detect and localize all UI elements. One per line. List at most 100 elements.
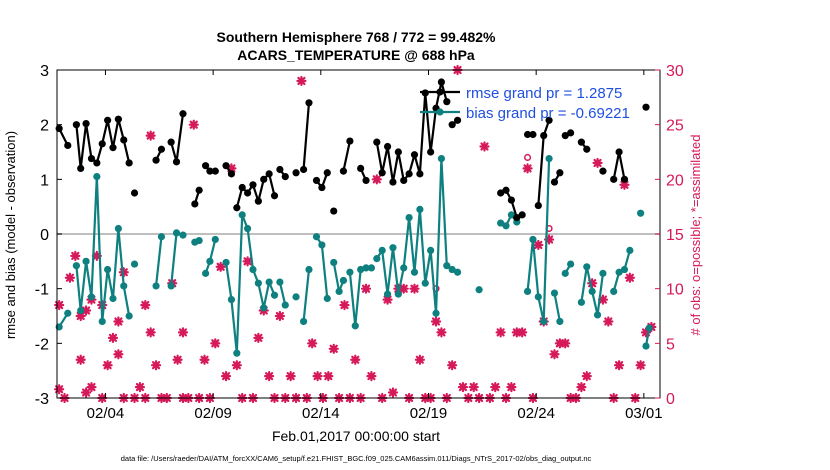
rmse-marker: [157, 145, 166, 153]
rmse-marker: [167, 138, 175, 146]
obs-assimilated-marker: [554, 338, 565, 349]
rmse-line: [612, 150, 626, 180]
bias-marker: [593, 311, 602, 319]
rmse-marker: [222, 162, 230, 170]
bias-marker: [305, 265, 313, 274]
obs-assimilated-marker: [398, 283, 409, 294]
bias-marker: [373, 255, 381, 263]
obs-assimilated-marker: [91, 250, 102, 261]
bias-marker: [615, 268, 623, 276]
bias-marker: [227, 296, 236, 304]
bias-marker: [642, 342, 650, 350]
obs-assimilated-marker: [172, 354, 183, 365]
right-tick-label: 0: [666, 391, 675, 408]
obs-assimilated-marker: [226, 163, 237, 174]
rmse-marker: [77, 164, 85, 172]
bias-marker: [394, 290, 402, 298]
bias-marker: [416, 205, 424, 213]
bias-marker: [312, 233, 321, 241]
obs-assimilated-marker: [140, 299, 151, 311]
rmse-marker: [389, 178, 397, 186]
obs-assimilated-marker: [382, 294, 393, 305]
x-tick-label: 02/14: [302, 405, 340, 422]
x-axis-label: Feb.01,2017 00:00:00 start: [272, 428, 440, 444]
bias-marker: [432, 309, 440, 317]
rmse-marker: [323, 169, 331, 177]
obs-assimilated-marker: [107, 332, 119, 343]
rmse-marker: [610, 175, 618, 183]
left-tick-label: 1: [40, 172, 49, 189]
bias-marker: [577, 298, 585, 306]
bias-marker: [507, 211, 516, 219]
bias-marker: [523, 287, 532, 295]
bias-marker: [534, 293, 542, 301]
bias-marker: [567, 260, 575, 268]
bias-line: [332, 262, 345, 293]
rmse-marker: [238, 183, 246, 192]
rmse-marker: [191, 200, 199, 208]
bias-marker: [367, 264, 376, 272]
bias-marker: [195, 236, 203, 245]
obs-assimilated-marker: [511, 327, 522, 338]
bias-marker: [98, 317, 106, 326]
rmse-marker: [550, 178, 559, 186]
bias-marker: [125, 312, 133, 320]
bias-marker: [351, 322, 359, 330]
obs-assimilated-marker: [479, 141, 490, 152]
bias-marker: [561, 269, 569, 277]
obs-assimilated-marker: [134, 381, 146, 393]
rmse-marker: [265, 170, 273, 178]
bias-marker: [201, 269, 210, 277]
rmse-marker: [556, 169, 564, 177]
bias-marker: [620, 265, 629, 274]
rmse-marker: [305, 99, 313, 107]
rmse-marker: [109, 144, 117, 152]
rmse-marker: [373, 138, 381, 146]
rmse-marker: [427, 148, 435, 156]
rmse-marker: [179, 110, 187, 118]
bias-marker: [243, 224, 252, 233]
rmse-marker: [260, 175, 268, 183]
rmse-marker: [518, 211, 526, 219]
bias-marker: [167, 282, 175, 290]
rmse-marker: [497, 189, 505, 197]
bias-marker: [421, 279, 429, 287]
obs-assimilated-marker: [323, 371, 334, 382]
rmse-marker: [243, 189, 252, 197]
bias-marker: [626, 246, 634, 254]
bias-marker: [249, 265, 257, 274]
bias-marker: [152, 282, 160, 290]
bias-marker: [238, 211, 246, 219]
legend-rmse-marker: [436, 88, 444, 96]
bias-marker: [437, 154, 446, 163]
rmse-marker: [227, 170, 236, 178]
obs-assimilated-marker: [576, 381, 587, 393]
left-tick-label: -2: [35, 336, 49, 353]
right-tick-label: 30: [666, 63, 684, 80]
obs-assimilated-marker: [113, 316, 124, 327]
bias-marker: [330, 258, 338, 267]
right-tick-label: 5: [666, 336, 675, 353]
rmse-marker: [318, 183, 326, 192]
obs-assimilated-marker: [350, 354, 361, 365]
bias-line: [553, 292, 561, 322]
obs-assimilated-marker: [210, 338, 221, 349]
obs-assimilated-marker: [430, 316, 442, 327]
bias-marker: [172, 229, 181, 237]
obs-assimilated-marker: [560, 338, 571, 349]
bias-marker: [292, 293, 300, 301]
x-tick-label: 02/04: [87, 405, 125, 422]
bias-marker: [64, 309, 72, 317]
obs-assimilated-marker: [242, 256, 253, 267]
bias-marker: [222, 258, 230, 267]
rmse-marker: [561, 132, 569, 140]
obs-assimilated-marker: [177, 327, 189, 338]
rmse-marker: [400, 176, 408, 185]
bias-marker: [82, 257, 90, 265]
bias-marker: [254, 279, 262, 287]
bias-marker: [120, 282, 128, 290]
rmse-marker: [378, 169, 386, 177]
obs-assimilated-marker: [592, 157, 603, 169]
rmse-marker: [523, 130, 532, 139]
